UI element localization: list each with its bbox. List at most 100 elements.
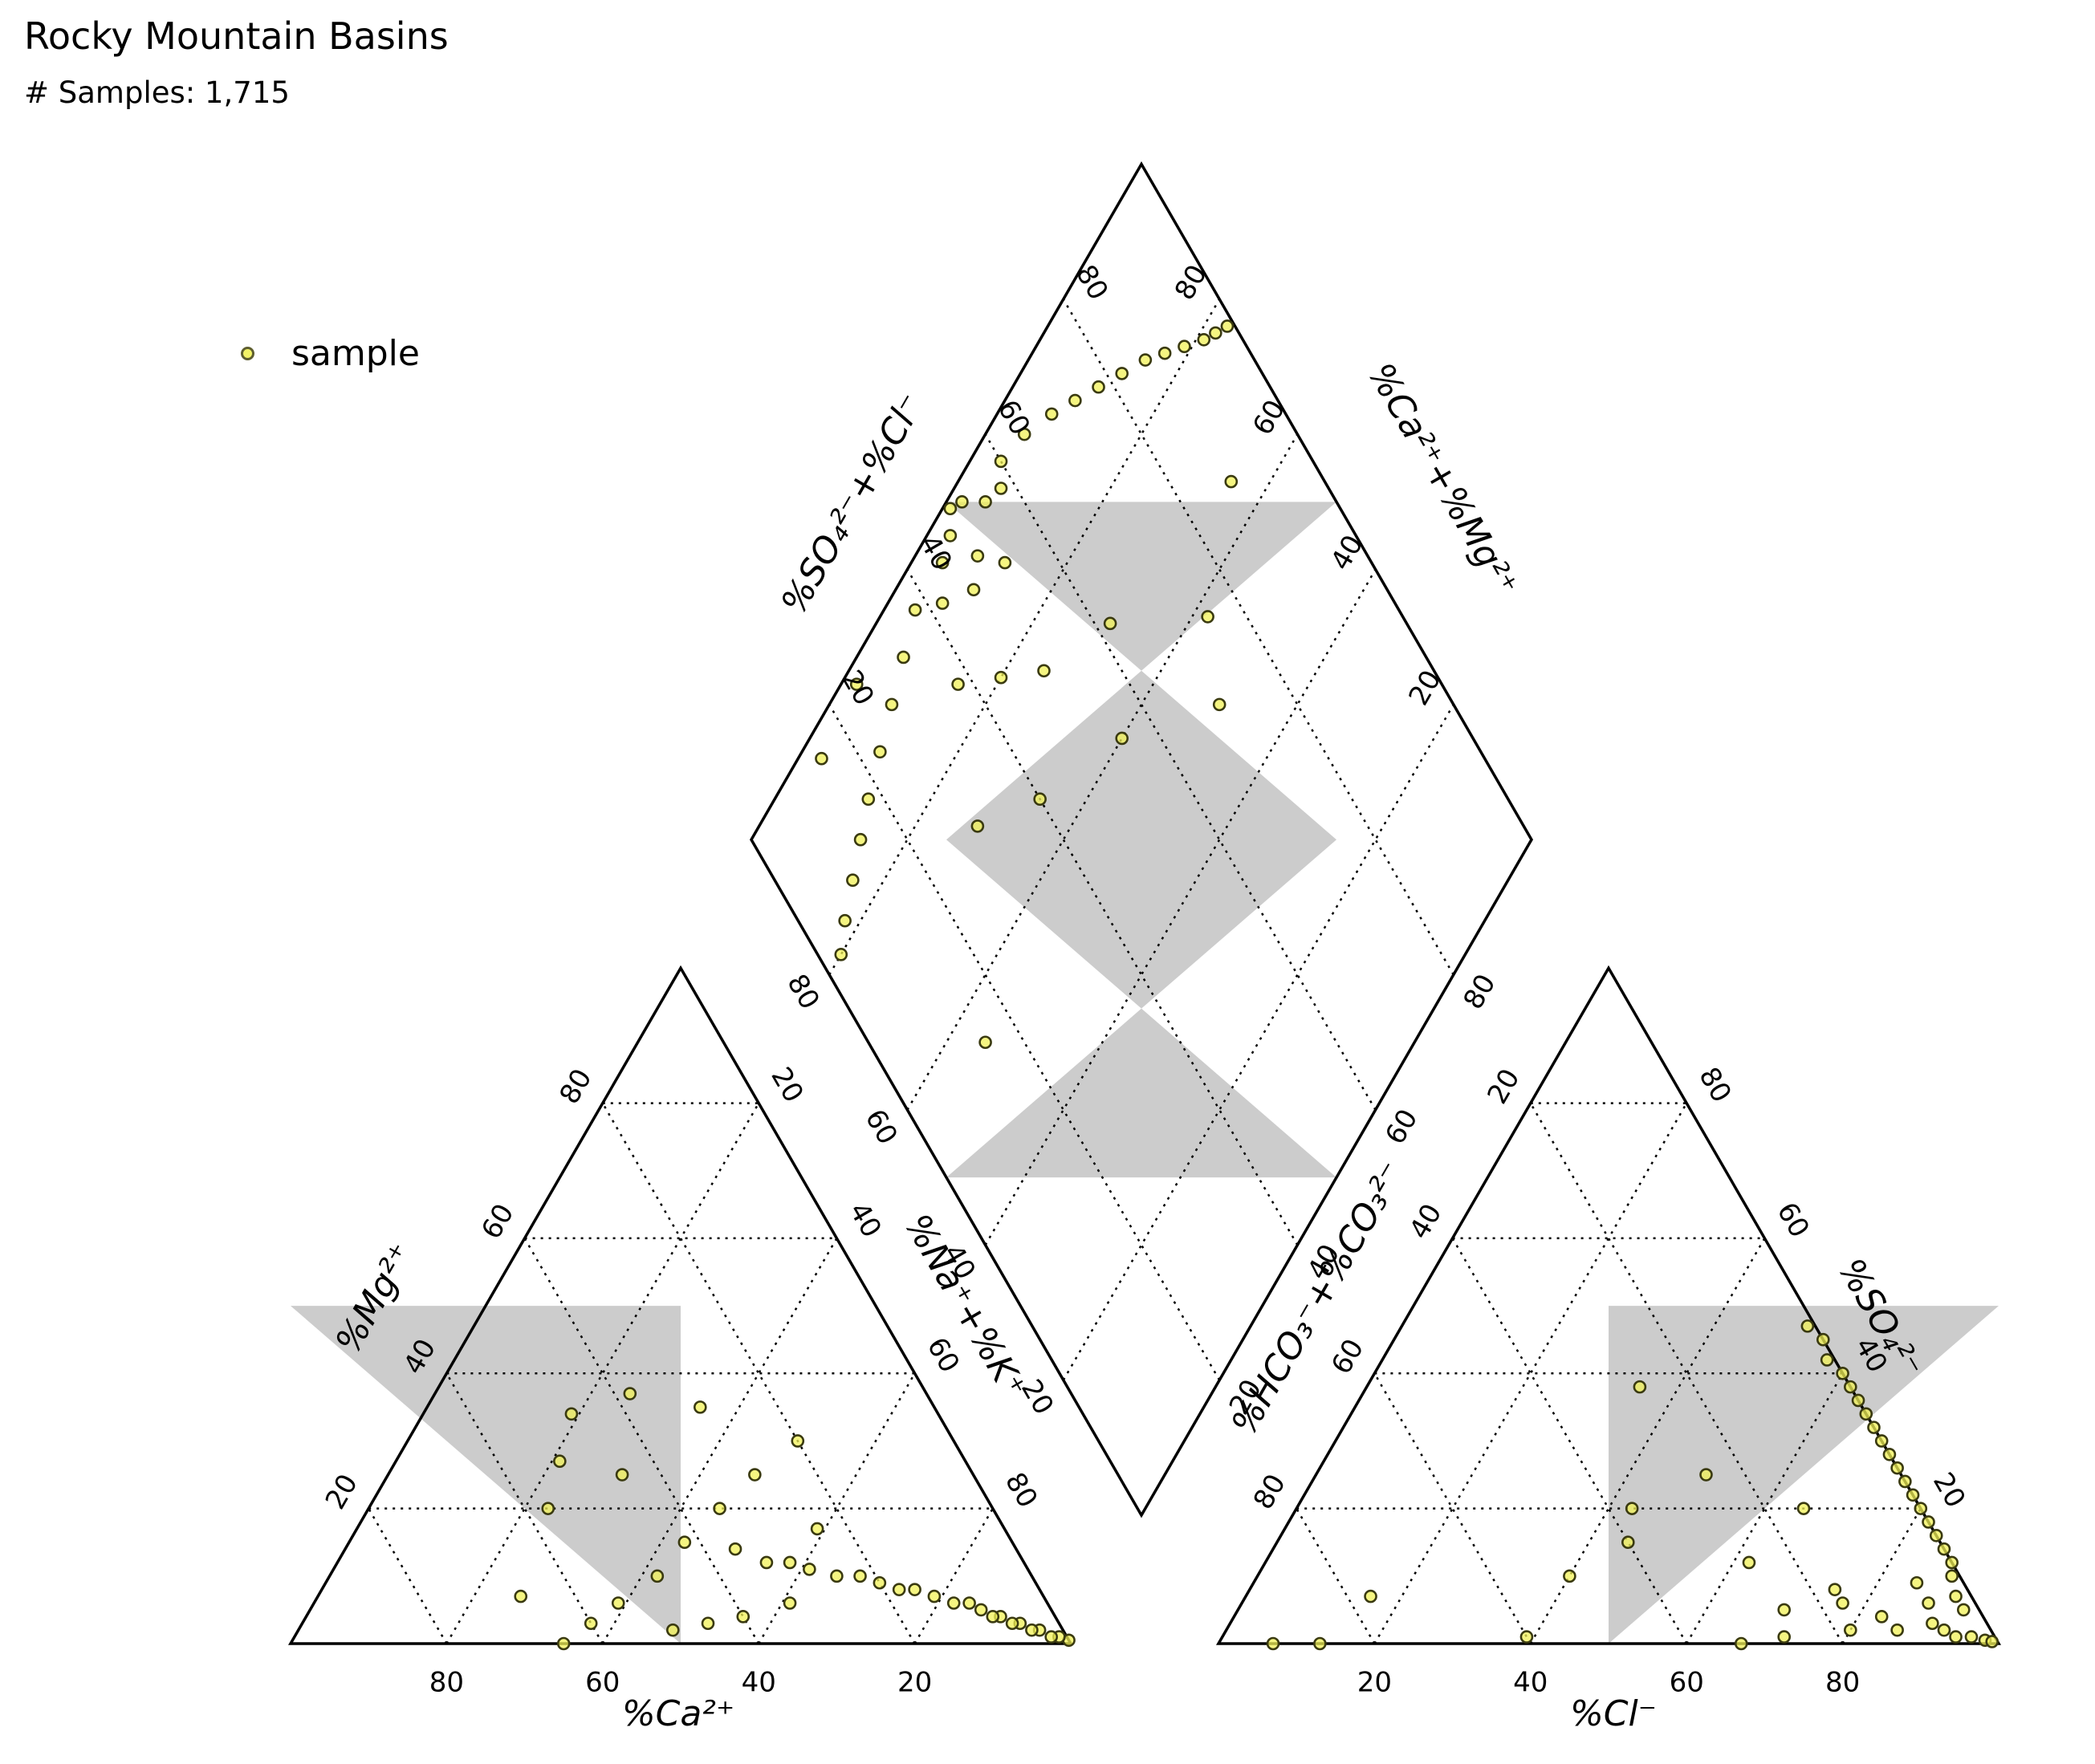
anion-right-tick: 60 bbox=[1771, 1197, 1816, 1242]
anion-left-tick: 40 bbox=[1403, 1198, 1448, 1244]
diamond-sample-point bbox=[1138, 353, 1153, 367]
anion-sample-point bbox=[1874, 1610, 1889, 1624]
diamond-sample-point bbox=[1220, 319, 1235, 333]
diamond-left-label: %SO₄²⁻+%Cl⁻ bbox=[773, 387, 932, 621]
cation-x-label: %Ca²⁺ bbox=[622, 1693, 734, 1734]
diamond-sample-point bbox=[998, 555, 1012, 570]
anion-triangle bbox=[1215, 965, 2002, 1645]
anion-sample-point bbox=[1906, 1488, 1920, 1502]
anion-grid bbox=[1296, 1508, 1376, 1644]
anion-sample-point bbox=[1874, 1434, 1889, 1448]
anion-sample-point bbox=[1926, 1616, 1939, 1631]
diamond-right-tick: 80 bbox=[1069, 259, 1114, 305]
cation-sample-point bbox=[974, 1603, 988, 1617]
anion-sample-point bbox=[1777, 1630, 1791, 1644]
cation-sample-point bbox=[623, 1387, 637, 1400]
anion-sample-point bbox=[1621, 1535, 1635, 1550]
anion-sample-point bbox=[1910, 1575, 1924, 1590]
diamond-sample-point bbox=[1157, 346, 1172, 360]
diamond-sample-point bbox=[908, 603, 922, 617]
legend: sample bbox=[241, 333, 420, 374]
anion-sample-point bbox=[1964, 1630, 1979, 1644]
cation-right-tick: 60 bbox=[921, 1332, 966, 1378]
anion-sample-point bbox=[1937, 1542, 1951, 1556]
diamond-sample-point bbox=[966, 583, 981, 597]
diamond-left-tick: 40 bbox=[1324, 530, 1369, 575]
anion-sample-point bbox=[1890, 1461, 1904, 1475]
cation-x-tick: 80 bbox=[429, 1667, 464, 1699]
cation-grid bbox=[368, 1508, 448, 1644]
cation-sample-point bbox=[986, 1610, 1000, 1624]
anion-x-tick: 60 bbox=[1670, 1667, 1704, 1699]
diamond-sample-point bbox=[935, 555, 950, 570]
diagram-frames bbox=[287, 161, 2002, 1645]
anion-sample-point bbox=[1699, 1468, 1713, 1482]
diamond-sample-point bbox=[846, 873, 860, 888]
cation-zone bbox=[291, 1306, 681, 1644]
anion-x-label: %Cl⁻ bbox=[1570, 1693, 1657, 1734]
anion-grid bbox=[1841, 1508, 1922, 1644]
diamond-right-label: %Ca²⁺+%Mg²⁺ bbox=[1360, 356, 1526, 604]
cation-sample-point bbox=[677, 1535, 692, 1550]
anion-sample-point bbox=[1949, 1630, 1963, 1644]
diamond-sample-point bbox=[978, 1035, 992, 1050]
diamond-sample-point bbox=[1103, 616, 1117, 631]
anion-sample-point bbox=[1882, 1448, 1897, 1461]
diamond-sample-point bbox=[943, 529, 958, 543]
cation-sample-point bbox=[615, 1468, 629, 1482]
anion-sample-point bbox=[1742, 1555, 1756, 1570]
diamond-sample-point bbox=[943, 502, 958, 516]
anion-sample-point bbox=[1563, 1569, 1576, 1583]
diamond-grid bbox=[984, 568, 1377, 1246]
diamond-lower-left-tick: 80 bbox=[780, 969, 825, 1014]
diamond-sample-point bbox=[885, 697, 899, 712]
diamond-bottom-zone bbox=[946, 1008, 1336, 1178]
anion-sample-point bbox=[1816, 1332, 1830, 1347]
cation-sample-point bbox=[650, 1569, 665, 1583]
anion-sample-point bbox=[1929, 1529, 1943, 1542]
diamond-sample-point bbox=[1115, 731, 1129, 746]
anion-sample-point bbox=[1914, 1502, 1928, 1515]
anion-sample-point bbox=[1844, 1623, 1857, 1637]
anion-left-tick: 20 bbox=[1481, 1063, 1526, 1109]
diamond-sample-point bbox=[935, 596, 950, 610]
diamond-sample-point bbox=[1037, 664, 1051, 678]
cation-sample-point bbox=[728, 1542, 742, 1556]
diamond-sample-point bbox=[1201, 610, 1214, 624]
cation-left-tick: 80 bbox=[553, 1063, 598, 1109]
anion-sample-point bbox=[1266, 1636, 1280, 1651]
diamond-lower-right-tick: 60 bbox=[1379, 1104, 1424, 1149]
anion-sample-point bbox=[1364, 1589, 1377, 1603]
anion-zone bbox=[1609, 1306, 1999, 1644]
diamond-sample-point bbox=[1212, 697, 1226, 712]
anion-sample-point bbox=[1836, 1366, 1849, 1380]
cation-sample-point bbox=[962, 1596, 976, 1610]
sample-count: # Samples: 1,715 bbox=[24, 75, 290, 110]
diamond-sample-point bbox=[1068, 393, 1082, 408]
diamond-right-tick: 20 bbox=[835, 665, 880, 710]
cation-sample-point bbox=[611, 1596, 625, 1610]
anion-sample-point bbox=[1844, 1380, 1857, 1394]
cation-sample-point bbox=[946, 1596, 961, 1610]
cation-sample-point bbox=[713, 1502, 726, 1515]
diamond-left-tick: 60 bbox=[1247, 395, 1292, 441]
anion-left-tick: 60 bbox=[1325, 1334, 1370, 1380]
cation-sample-point bbox=[736, 1610, 751, 1624]
anion-grid bbox=[1529, 1238, 1766, 1644]
diamond-grid bbox=[984, 433, 1377, 1111]
diamond-left-tick: 20 bbox=[1402, 665, 1447, 710]
diamond-sample-point bbox=[951, 677, 965, 691]
cation-sample-point bbox=[1044, 1630, 1058, 1644]
anion-sample-point bbox=[1633, 1380, 1647, 1394]
anion-sample-point bbox=[1734, 1636, 1748, 1651]
cation-sample-point bbox=[783, 1596, 797, 1610]
anion-sample-point bbox=[1937, 1623, 1951, 1637]
cation-sample-point bbox=[927, 1589, 942, 1603]
cation-sample-point bbox=[791, 1434, 805, 1448]
anion-right-tick: 20 bbox=[1926, 1467, 1971, 1513]
cation-x-tick: 60 bbox=[585, 1667, 620, 1699]
diamond-top-zone bbox=[946, 502, 1336, 671]
cation-sample-point bbox=[693, 1400, 707, 1414]
diamond-sample-point bbox=[994, 482, 1008, 495]
